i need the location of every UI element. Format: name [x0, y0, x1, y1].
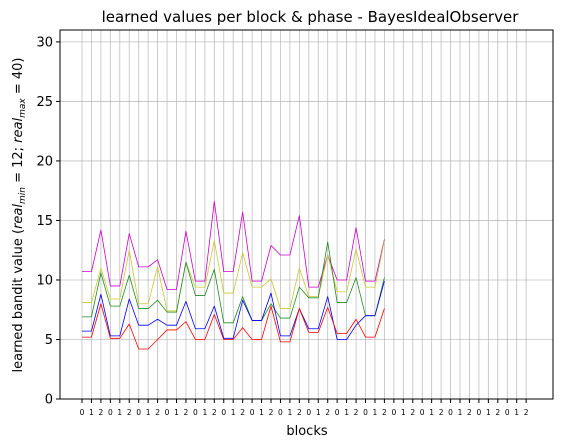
y-tick-label: 10 — [36, 273, 53, 288]
x-tick-label: 1 — [344, 408, 349, 417]
y-tick-label: 30 — [36, 35, 53, 50]
x-tick-label: 1 — [458, 408, 463, 417]
x-tick-label: 2 — [155, 408, 160, 417]
y-tick-label: 0 — [45, 393, 53, 408]
x-tick-label: 2 — [212, 408, 217, 417]
x-tick-label: 1 — [146, 408, 151, 417]
x-tick-label: 2 — [99, 408, 104, 417]
x-tick-label: 1 — [202, 408, 207, 417]
x-tick-label: 2 — [439, 408, 444, 417]
y-label-real-max-value: = 40) — [11, 57, 26, 98]
series-line-5 — [82, 303, 385, 350]
x-tick-label: 1 — [89, 408, 94, 417]
y-label-real-max-sub: max — [18, 98, 28, 118]
x-tick-label: 0 — [193, 408, 198, 417]
y-label-real-min-var: real — [11, 204, 26, 229]
y-label-real-min-value: = 12; — [11, 143, 26, 187]
chart-title: learned values per block & phase - Bayes… — [102, 8, 520, 26]
y-tick-label: 5 — [45, 333, 53, 348]
x-tick-label: 2 — [184, 408, 189, 417]
x-tick-label: 2 — [354, 408, 359, 417]
x-tick-label: 0 — [250, 408, 255, 417]
x-tick-label: 2 — [382, 408, 387, 417]
y-axis-label: learned bandit value (realmin = 12; real… — [11, 57, 28, 372]
y-tick-label: 15 — [36, 214, 53, 229]
x-tick-label: 1 — [259, 408, 264, 417]
x-tick-label: 1 — [288, 408, 293, 417]
y-tick-label: 25 — [36, 95, 53, 110]
y-label-prefix: learned bandit value ( — [11, 229, 26, 373]
x-tick-label: 0 — [505, 408, 510, 417]
x-tick-label: 1 — [117, 408, 122, 417]
x-axis-label: blocks — [286, 424, 327, 439]
x-tick-label: 0 — [165, 408, 170, 417]
x-tick-label: 0 — [363, 408, 368, 417]
x-tick-label: 2 — [410, 408, 415, 417]
x-tick-label: 0 — [477, 408, 482, 417]
x-tick-label: 2 — [127, 408, 132, 417]
x-tick-label: 1 — [401, 408, 406, 417]
x-tick-label: 1 — [486, 408, 491, 417]
x-tick-label: 2 — [240, 408, 245, 417]
x-tick-label: 2 — [297, 408, 302, 417]
series-line-3 — [82, 241, 385, 324]
x-tick-label: 0 — [335, 408, 340, 417]
x-tick-label: 0 — [420, 408, 425, 417]
x-tick-label: 0 — [108, 408, 113, 417]
y-label-real-min-sub: min — [18, 187, 28, 204]
series-line-2 — [82, 240, 385, 312]
series-line-1 — [82, 201, 385, 290]
x-tick-label: 1 — [429, 408, 434, 417]
plot-frame — [59, 29, 554, 400]
x-tick-label: 0 — [136, 408, 141, 417]
series-group — [82, 201, 385, 350]
x-tick-label: 0 — [80, 408, 85, 417]
y-axis: 0 5 10 15 20 25 30 — [36, 35, 60, 408]
x-tick-label: 1 — [316, 408, 321, 417]
x-tick-label: 0 — [391, 408, 396, 417]
x-tick-label: 2 — [524, 408, 529, 417]
x-tick-label: 2 — [269, 408, 274, 417]
x-tick-label: 0 — [278, 408, 283, 417]
x-tick-label: 0 — [448, 408, 453, 417]
x-tick-label: 1 — [174, 408, 179, 417]
x-tick-label: 1 — [231, 408, 236, 417]
y-label-real-max-var: real — [11, 117, 26, 142]
x-tick-label: 2 — [325, 408, 330, 417]
grid — [60, 30, 553, 400]
x-tick-label: 1 — [514, 408, 519, 417]
x-tick-label: 0 — [306, 408, 311, 417]
x-tick-label: 0 — [221, 408, 226, 417]
y-tick-label: 20 — [36, 154, 53, 169]
x-tick-label: 2 — [467, 408, 472, 417]
x-tick-label: 2 — [495, 408, 500, 417]
x-tick-label: 1 — [373, 408, 378, 417]
